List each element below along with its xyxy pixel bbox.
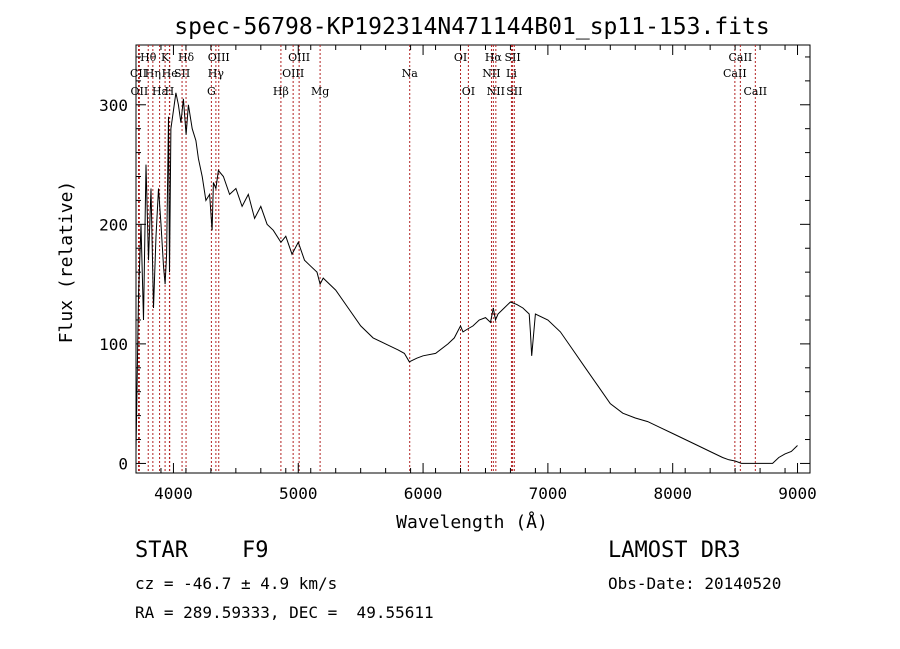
- line-label: Hθ: [140, 51, 157, 64]
- plot-frame: [135, 44, 811, 474]
- line-label: OI: [454, 51, 467, 64]
- line-label: NII: [487, 85, 505, 98]
- line-label: OII: [131, 85, 149, 98]
- line-label: G: [207, 85, 216, 98]
- redshift-cz: cz = -46.7 ± 4.9 km/s: [135, 574, 338, 593]
- line-label: He: [162, 67, 178, 80]
- line-label: NII: [482, 67, 500, 80]
- line-label: SII: [174, 67, 190, 80]
- line-label: OIII: [288, 51, 310, 64]
- y-axis-ticks: 0 100 200 300: [99, 56, 810, 473]
- line-label: K: [161, 51, 170, 64]
- x-tick-label: 8000: [653, 484, 692, 503]
- y-tick-label: 100: [99, 335, 128, 354]
- y-tick-label: 200: [99, 215, 128, 234]
- line-label: SII: [504, 51, 520, 64]
- line-label: OIII: [208, 51, 230, 64]
- line-label: OI: [462, 85, 475, 98]
- line-label: CaII: [729, 51, 753, 64]
- x-tick-label: 5000: [279, 484, 318, 503]
- spectral-line-labels: CII OII Hθ Hη Hε K He H SII Hδ G Hγ OIII Hβ OIII OIII Mg…: [130, 51, 767, 98]
- y-tick-label: 300: [99, 96, 128, 115]
- line-label: CII: [130, 67, 147, 80]
- line-label: Hε: [152, 85, 168, 98]
- line-label: Hβ: [273, 85, 289, 98]
- line-label: Hδ: [178, 51, 195, 64]
- line-label: SII: [506, 85, 522, 98]
- observation-date: Obs-Date: 20140520: [608, 574, 782, 593]
- line-label: OIII: [282, 67, 304, 80]
- ra-dec-coordinates: RA = 289.59333, DEC = 49.55611: [135, 603, 434, 622]
- flux-series-line: [135, 92, 798, 464]
- line-label: Li: [506, 67, 517, 80]
- line-label: Mg: [311, 85, 329, 98]
- chart-title: spec-56798-KP192314N471144B01_sp11-153.f…: [174, 14, 769, 40]
- line-label: Hγ: [208, 67, 225, 80]
- line-label: CaII: [723, 67, 747, 80]
- x-tick-label: 6000: [404, 484, 443, 503]
- x-tick-label: 7000: [529, 484, 568, 503]
- y-axis-label: Flux (relative): [56, 181, 77, 344]
- object-subclass: F9: [242, 538, 269, 563]
- line-label: Na: [402, 67, 419, 80]
- spectral-line-markers: [137, 45, 756, 473]
- line-label: CaII: [743, 85, 767, 98]
- y-tick-label: 0: [118, 454, 128, 473]
- line-label: Hη: [145, 67, 161, 80]
- line-label: H: [165, 85, 175, 98]
- x-tick-label: 9000: [778, 484, 817, 503]
- object-type: STAR: [135, 538, 188, 563]
- line-label: Hα: [485, 51, 503, 64]
- x-axis-ticks: 4000 5000 6000 7000 8000 9000: [135, 45, 817, 503]
- survey-name: LAMOST DR3: [608, 538, 741, 563]
- x-axis-label: Wavelength (Å): [396, 511, 548, 533]
- x-tick-label: 4000: [154, 484, 193, 503]
